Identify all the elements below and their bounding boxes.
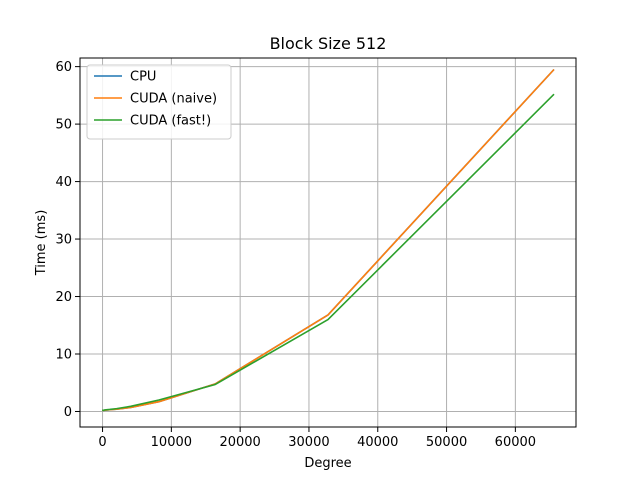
y-tick-label: 50: [55, 118, 72, 133]
x-tick-label: 30000: [288, 435, 329, 450]
y-tick-label: 30: [55, 233, 72, 248]
legend-box: [86, 64, 232, 140]
x-tick-label: 50000: [426, 435, 467, 450]
ticks: 0 10000 20000 30000 40000 50000 60000 0 10 20 30 40…: [55, 60, 536, 450]
x-axis-label: Degree: [304, 456, 351, 471]
x-tick-label: 0: [98, 435, 106, 450]
legend-label-1: CUDA (naive): [130, 92, 217, 107]
x-tick-label: 10000: [151, 435, 192, 450]
y-tick-label: 20: [55, 290, 72, 305]
series-group: [102, 68, 555, 412]
y-tick-label: 40: [55, 175, 72, 190]
axes-frame: [79, 57, 577, 428]
series-line-2: [102, 93, 555, 412]
x-tick-label: 20000: [219, 435, 260, 450]
x-tick-label: 60000: [495, 435, 536, 450]
legend: CPU CUDA (naive) CUDA (fast!): [86, 64, 232, 140]
x-tick-label: 40000: [357, 435, 398, 450]
grid: [80, 58, 576, 427]
legend-label-0: CPU: [130, 70, 156, 85]
legend-label-2: CUDA (fast!): [130, 114, 211, 129]
y-tick-label: 10: [55, 348, 72, 363]
chart-title: Block Size 512: [270, 34, 387, 53]
y-tick-label: 60: [55, 60, 72, 75]
y-tick-label: 0: [64, 405, 72, 420]
y-axis-label: Time (ms): [34, 210, 49, 277]
